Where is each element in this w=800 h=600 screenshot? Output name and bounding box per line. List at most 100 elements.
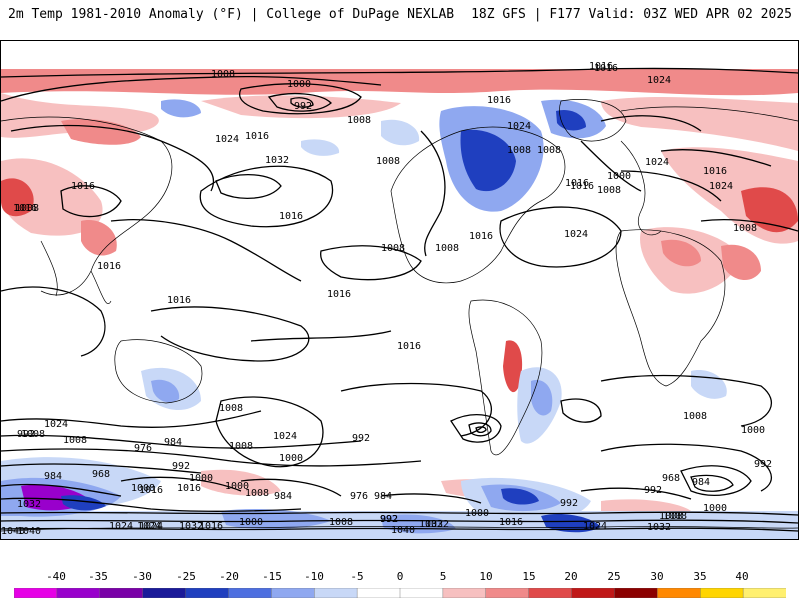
map-title: 2m Temp 1981-2010 Anomaly (°F) | College…	[8, 7, 455, 22]
colorbar-swatch	[442, 588, 487, 598]
isobar-label: 992	[380, 514, 398, 525]
colorbar-tick-label: -10	[304, 570, 324, 583]
coastline	[40, 240, 112, 304]
isobar	[600, 443, 773, 492]
isobar-label: 1000	[703, 503, 727, 514]
anomaly-region	[1, 178, 34, 217]
isobar-label: 1032	[179, 521, 203, 532]
coastline	[468, 299, 543, 456]
isobar-label: 1024	[507, 121, 531, 132]
isobar-label: 1008	[659, 511, 683, 522]
isobar-label: 1024	[137, 521, 161, 532]
isobar-label: 976	[350, 491, 368, 502]
isobar-label: 1024	[273, 431, 297, 442]
isobar-label: 1024	[109, 521, 133, 532]
isobar	[420, 130, 446, 257]
isobar-label: 968	[662, 473, 680, 484]
isobar-label: 1024	[139, 521, 163, 532]
isobar	[580, 115, 702, 192]
isobar-label: 992	[172, 461, 190, 472]
isobar	[240, 478, 342, 497]
isobar-label: 992	[294, 101, 312, 112]
colorbar-tick-label: -15	[262, 570, 282, 583]
colorbar-swatch	[99, 588, 144, 598]
isobar-label: 968	[92, 469, 110, 480]
isobar-label: 1024	[645, 157, 669, 168]
colorbar-tick-label: -5	[350, 570, 364, 583]
isobar	[120, 476, 242, 492]
coastline	[114, 339, 203, 404]
isobar	[680, 465, 752, 496]
isobar	[10, 124, 215, 192]
isobar	[560, 398, 602, 423]
colorbar-tick-label: 25	[607, 570, 621, 583]
isobar	[600, 374, 773, 427]
anomaly-region	[81, 220, 117, 256]
isobar-label: 1016	[97, 261, 121, 272]
colorbar-tick-label: 35	[693, 570, 707, 583]
isobar-label: 1016	[177, 483, 201, 494]
isobar-label: 1032	[647, 522, 671, 533]
isobar	[60, 185, 122, 218]
isobar	[1, 527, 798, 532]
isobar-label: 1016	[71, 181, 95, 192]
colorbar-tick-label: 40	[735, 570, 749, 583]
isobar-label: 1000	[279, 453, 303, 464]
anomaly-region	[741, 187, 798, 233]
colorbar-swatch	[399, 588, 444, 598]
isobar-label: 1008	[381, 243, 405, 254]
isobar-label: 1016	[397, 341, 421, 352]
isobar	[1, 410, 262, 428]
isobar-label: 1032	[419, 519, 443, 530]
anomaly-region	[503, 340, 523, 393]
isobar-label: 1000	[189, 473, 213, 484]
isobar-label: 1024	[583, 521, 607, 532]
isobar-label: 1024	[215, 134, 239, 145]
isobar	[450, 414, 502, 443]
anomaly-region	[1, 69, 798, 96]
isobar	[239, 83, 362, 115]
isobar-label: 1016	[139, 485, 163, 496]
isobar	[700, 218, 798, 232]
colorbar-tick-label: 20	[564, 570, 578, 583]
isobar-label: 1000	[607, 171, 631, 182]
isobar	[1, 448, 422, 467]
isobar-label: 1016	[245, 131, 269, 142]
isobar-label: 1008	[131, 483, 155, 494]
isobar-label: 1016	[487, 95, 511, 106]
isobar-label: 992	[352, 433, 370, 444]
isobar-label: 1000	[287, 79, 311, 90]
model-run-info: 18Z GFS | F177 Valid: 03Z WED APR 02 202…	[471, 7, 792, 22]
isobar-label: 1016	[279, 211, 303, 222]
colorbar-swatch	[485, 588, 530, 598]
isobar-label: 1008	[733, 223, 757, 234]
isobar-label: 1024	[44, 419, 68, 430]
isobar-label: 992	[17, 429, 35, 440]
colorbar-swatch	[742, 588, 786, 598]
colorbar-swatch	[142, 588, 187, 598]
isobar-label: 1008	[376, 156, 400, 167]
isobar-label: 1008	[219, 403, 243, 414]
isobar	[580, 487, 692, 500]
isobar-label: 1024	[564, 229, 588, 240]
colorbar-tick-label: 15	[522, 570, 536, 583]
colorbar-swatch	[185, 588, 230, 598]
colorbar-swatch	[528, 588, 573, 598]
colorbar-tick-label: 10	[479, 570, 493, 583]
colorbar-swatch	[271, 588, 315, 598]
isobar-label: 1008	[211, 69, 235, 80]
isobar-label: 1008	[229, 441, 253, 452]
colorbar-swatch	[14, 588, 58, 598]
isobar-label: 1016	[594, 63, 618, 74]
anomaly-map[interactable]: 1016 1024 1008 1000 992 1008 1008 1016 1024 1032 1…	[0, 40, 799, 540]
isobar-label: 1016	[499, 517, 523, 528]
colorbar-tick-label: -25	[176, 570, 196, 583]
isobar-label: 984	[164, 437, 182, 448]
isobar	[215, 396, 324, 468]
isobar-lines	[1, 67, 798, 532]
isobar	[1, 67, 798, 78]
isobar-label: 1016	[589, 61, 613, 72]
colorbar-swatch	[700, 588, 744, 598]
isobar-label: 1008	[347, 115, 371, 126]
isobar	[250, 330, 392, 342]
